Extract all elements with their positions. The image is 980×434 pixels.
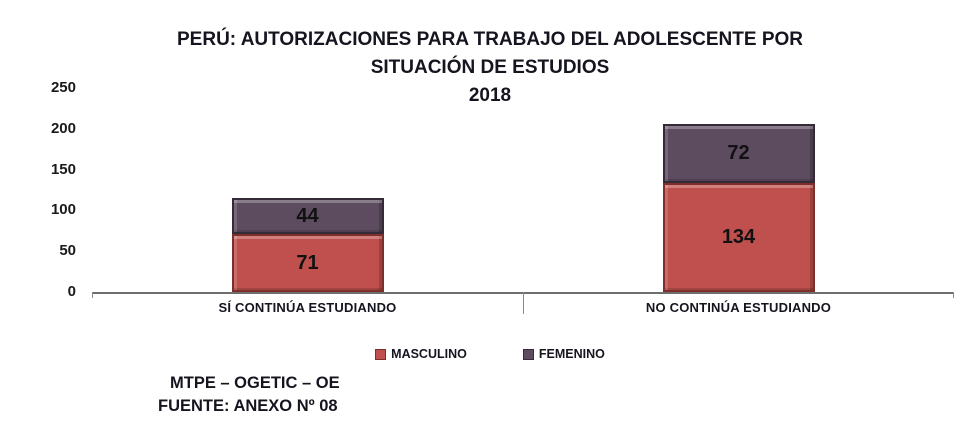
plot-area: 71 44 134 72 <box>92 88 954 314</box>
source-line2: FUENTE: ANEXO Nº 08 <box>158 397 338 415</box>
x-axis: SÍ CONTINÚA ESTUDIANDO NO CONTINÚA ESTUDI… <box>92 300 954 320</box>
legend-label: FEMENINO <box>538 347 605 361</box>
y-axis-tick-label: 200 <box>50 119 76 137</box>
bar-value-label: 72 <box>727 142 750 164</box>
legend-swatch <box>522 348 534 360</box>
axis-tick <box>953 292 954 298</box>
bar-value-label: 44 <box>296 204 319 227</box>
axis-tick <box>523 292 524 314</box>
bar-value-label: 71 <box>296 251 319 274</box>
bar-segment-femenino-2: 72 <box>662 124 815 183</box>
y-axis: 0 50 100 150 200 250 <box>14 79 76 300</box>
chart-title-line3: 2018 <box>468 85 512 106</box>
chart-title-line2: SITUACIÓN DE ESTUDIOS <box>370 57 610 78</box>
y-axis-tick-label: 250 <box>50 79 76 96</box>
legend-swatch <box>375 348 387 360</box>
y-axis-tick-label: 100 <box>50 201 76 219</box>
bar-segment-masculino-2: 134 <box>662 183 815 292</box>
chart-title: PERÚ: AUTORIZACIONES PARA TRABAJO DEL AD… <box>0 26 980 110</box>
legend: MASCULINO FEMENINO <box>0 347 980 361</box>
bar-segment-femenino-1: 44 <box>231 198 384 234</box>
legend-item: MASCULINO <box>375 347 467 361</box>
source-line1: MTPE – OGETIC – OE <box>170 374 340 392</box>
category-label: NO CONTINÚA ESTUDIANDO <box>645 300 832 315</box>
y-axis-tick-label: 0 <box>67 283 76 300</box>
bar-value-label: 134 <box>721 226 756 248</box>
axis-tick <box>92 292 93 298</box>
legend-item: FEMENINO <box>522 347 605 361</box>
source-note: MTPE – OGETIC – OE FUENTE: ANEXO Nº 08 <box>158 372 340 418</box>
chart-title-line1: PERÚ: AUTORIZACIONES PARA TRABAJO DEL AD… <box>177 29 803 50</box>
bar-segment-masculino-1: 71 <box>231 234 384 292</box>
legend-label: MASCULINO <box>391 347 467 361</box>
category-label: SÍ CONTINÚA ESTUDIANDO <box>218 300 397 315</box>
y-axis-tick-label: 50 <box>59 242 76 260</box>
y-axis-tick-label: 150 <box>50 160 76 178</box>
